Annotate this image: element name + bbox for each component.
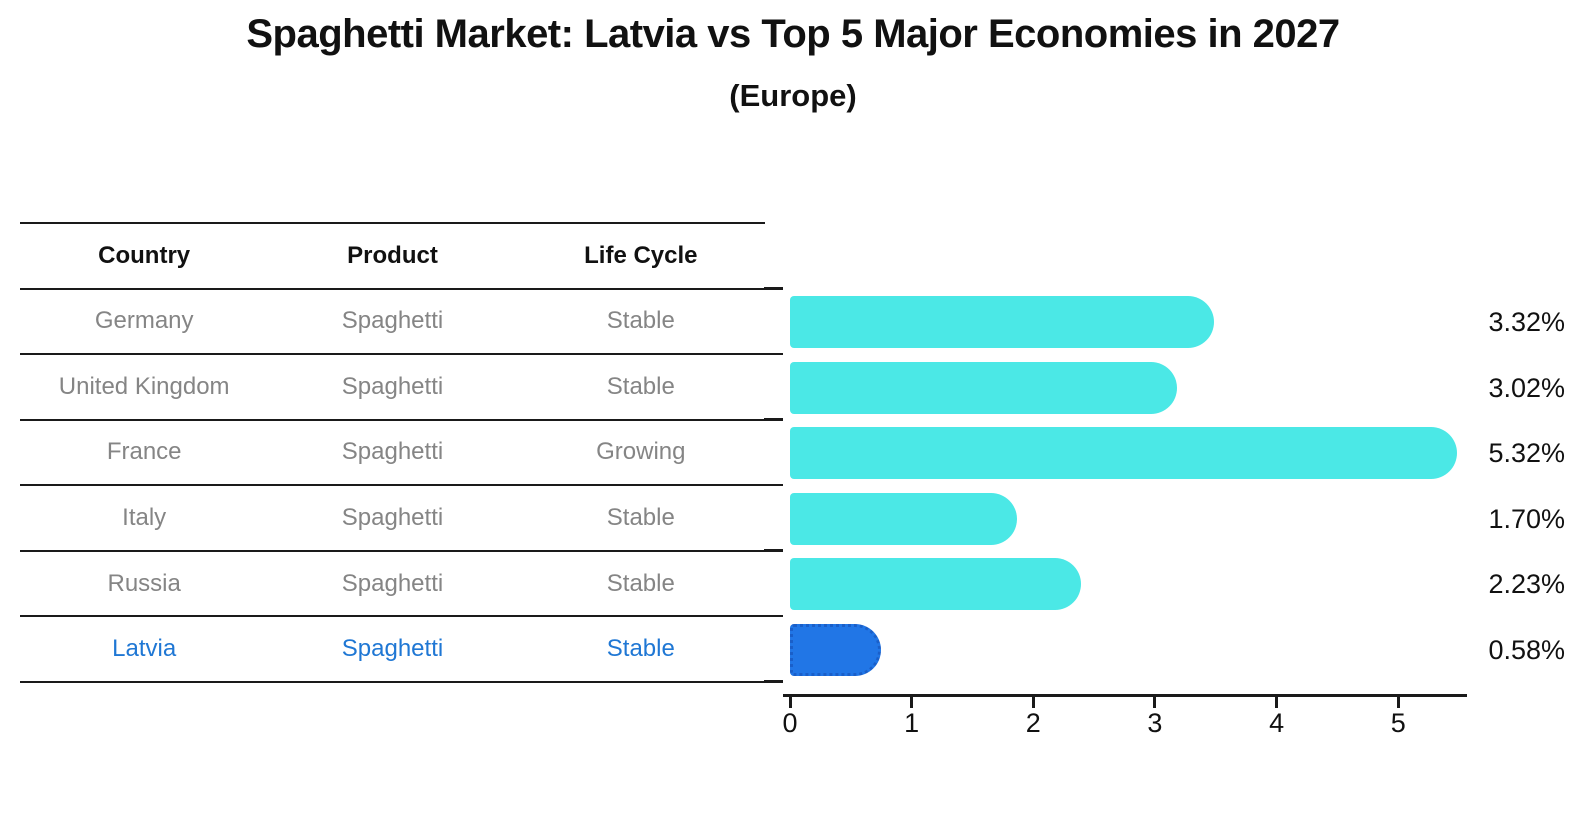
cell-life-cycle: Stable [606, 635, 675, 663]
cell-product: Spaghetti [341, 504, 444, 532]
y-tick-mark [764, 549, 783, 552]
x-tick-label: 1 [904, 708, 920, 738]
cell-product: Spaghetti [341, 372, 444, 400]
x-tick-label: 0 [782, 708, 798, 738]
y-tick-mark [764, 287, 783, 290]
y-tick-mark [764, 352, 783, 355]
table-row-latvia: Latvia Spaghetti Stable [20, 615, 765, 681]
bar-latvia [790, 623, 881, 676]
cell-country: Italy [122, 504, 167, 532]
value-label-united-kingdom: 3.02% [1488, 372, 1565, 403]
y-tick-mark [764, 680, 783, 683]
x-tick-mark [1275, 697, 1279, 708]
table-row-italy: Italy Spaghetti Stable [20, 484, 765, 550]
cell-product: Spaghetti [341, 438, 444, 466]
cell-life-cycle: Growing [596, 438, 686, 466]
x-tick-mark [1031, 697, 1035, 708]
cell-life-cycle: Stable [606, 307, 675, 335]
page-title: Spaghetti Market: Latvia vs Top 5 Major … [246, 12, 1340, 56]
table-row-united-kingdom: United Kingdom Spaghetti Stable [20, 353, 765, 419]
x-tick-mark [910, 697, 914, 708]
x-tick-mark [788, 697, 792, 708]
cell-life-cycle: Stable [606, 504, 675, 532]
header-country: Country [98, 241, 191, 269]
cell-life-cycle: Stable [606, 569, 675, 597]
cell-country: United Kingdom [58, 372, 230, 400]
bar-germany [790, 296, 1214, 348]
value-label-russia: 2.23% [1488, 569, 1565, 599]
cell-product: Spaghetti [341, 569, 444, 597]
cell-life-cycle: Stable [606, 372, 675, 400]
table-row-france: France Spaghetti Growing [20, 418, 765, 485]
y-tick-mark [764, 483, 783, 486]
table-row-germany: Germany Spaghetti Stable [20, 287, 765, 354]
cell-product: Spaghetti [341, 307, 444, 335]
table-header-row: Country Product Life Cycle [20, 222, 765, 288]
page-subtitle: (Europe) [729, 78, 857, 113]
value-label-france: 5.32% [1488, 438, 1565, 468]
x-tick-mark [1396, 697, 1400, 708]
y-tick-mark [764, 418, 783, 421]
x-tick-label: 3 [1147, 708, 1163, 738]
y-tick-mark [764, 614, 783, 617]
cell-country: France [106, 438, 182, 466]
value-label-italy: 1.70% [1488, 503, 1565, 534]
cell-country: Latvia [112, 635, 177, 663]
header-life-cycle: Life Cycle [584, 241, 698, 269]
header-product: Product [347, 241, 438, 269]
cell-country: Germany [94, 307, 194, 335]
comparison-table: Country Product Life Cycle Germany Spagh… [20, 222, 765, 683]
x-tick-label: 2 [1025, 708, 1041, 738]
bar-russia [790, 558, 1082, 610]
bar-france [790, 427, 1458, 479]
bar-united-kingdom [790, 361, 1178, 414]
bar-italy [790, 492, 1017, 545]
x-tick-mark [1153, 697, 1157, 708]
cell-country: Russia [107, 569, 181, 597]
table-row-russia: Russia Spaghetti Stable [20, 549, 765, 616]
x-tick-label: 4 [1269, 708, 1285, 738]
cell-product: Spaghetti [341, 635, 444, 663]
x-tick-label: 5 [1390, 708, 1406, 738]
value-label-latvia: 0.58% [1488, 634, 1565, 665]
value-label-germany: 3.32% [1488, 307, 1565, 337]
x-axis-line [783, 694, 1467, 697]
